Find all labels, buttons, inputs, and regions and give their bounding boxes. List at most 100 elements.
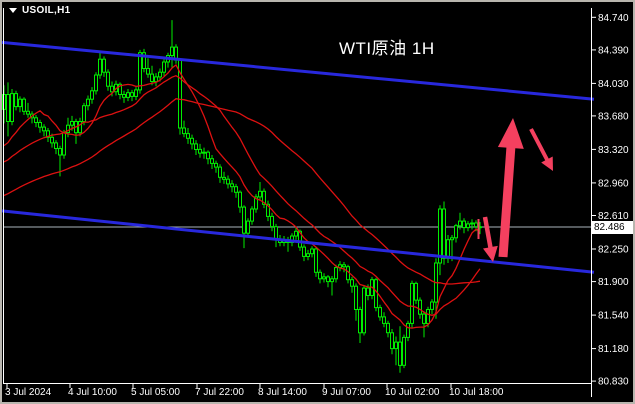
- candle-body: [310, 248, 314, 255]
- current-price-badge: 82.486: [592, 221, 635, 234]
- candle-body: [218, 166, 222, 178]
- moving-average-line: [3, 98, 481, 285]
- price-axis-label: 83.680: [598, 111, 629, 122]
- candle-body: [458, 220, 462, 227]
- candle-body: [154, 76, 158, 83]
- candle-body: [350, 279, 354, 287]
- candle-body: [150, 73, 154, 82]
- price-axis-label: 80.830: [598, 377, 629, 388]
- candle-body: [26, 110, 30, 115]
- candle-body: [418, 299, 422, 315]
- price-axis-label: 84.390: [598, 45, 629, 56]
- candle-body: [206, 151, 210, 160]
- trend-channel-upper[interactable]: [1, 40, 595, 101]
- small-down-arrow[interactable]: [482, 216, 498, 262]
- price-axis-label: 81.540: [598, 311, 629, 322]
- diagonal-down-arrow[interactable]: [529, 128, 553, 171]
- candle-body: [318, 271, 322, 280]
- chart-title: WTI原油 1H: [339, 39, 435, 58]
- trend-channel-lower[interactable]: [1, 209, 595, 274]
- candle-body: [106, 71, 110, 87]
- candle-body: [90, 90, 94, 100]
- price-axis-label: 82.610: [598, 211, 629, 222]
- candle-body: [238, 191, 242, 208]
- candle-body: [290, 235, 294, 243]
- candle-body: [94, 74, 98, 92]
- candle-body: [182, 127, 186, 135]
- candle-body: [354, 285, 358, 311]
- candle-body: [38, 122, 42, 128]
- candle-body: [82, 105, 86, 122]
- candle-body: [454, 225, 458, 239]
- price-axis-label: 81.180: [598, 344, 629, 355]
- candle-body: [374, 279, 378, 309]
- candle-body: [422, 313, 426, 324]
- candle-body: [78, 121, 82, 134]
- candle-body: [142, 52, 146, 70]
- time-axis-label: 3 Jul 2024: [5, 387, 52, 398]
- candle-body: [302, 246, 306, 257]
- candle-body: [262, 190, 266, 205]
- candle-body: [410, 282, 414, 324]
- candle-body: [130, 92, 134, 97]
- big-up-arrow[interactable]: [497, 118, 524, 258]
- candle-body: [246, 220, 250, 234]
- candle-body: [258, 190, 262, 198]
- candle-body: [170, 46, 174, 56]
- time-axis-label: 8 Jul 14:00: [258, 387, 307, 398]
- candle-body: [322, 276, 326, 280]
- candle-body: [46, 130, 50, 138]
- candle-body: [366, 287, 370, 297]
- candle-body: [450, 237, 454, 241]
- candle-body: [466, 223, 470, 229]
- candle-body: [138, 52, 142, 91]
- candle-body: [334, 267, 338, 280]
- candle-body: [474, 222, 478, 228]
- price-axis-label: 82.250: [598, 245, 629, 256]
- candle-body: [202, 151, 206, 154]
- candle-body: [242, 206, 246, 234]
- candle-body: [50, 136, 54, 144]
- candle-body: [250, 208, 254, 222]
- candle-body: [330, 278, 334, 283]
- candle-body: [386, 322, 390, 334]
- candle-body: [118, 83, 122, 96]
- moving-average-line: [3, 64, 481, 329]
- candle-body: [326, 276, 330, 283]
- candle-body: [158, 71, 162, 78]
- candle-body: [62, 132, 66, 156]
- symbol-label: USOIL,H1: [22, 5, 71, 16]
- candle-body: [122, 94, 126, 98]
- candle-body: [442, 208, 446, 259]
- candle-body: [362, 287, 366, 334]
- candle-body: [66, 124, 70, 134]
- candle-body: [214, 162, 218, 168]
- candle-body: [394, 341, 398, 350]
- candle-body: [210, 158, 214, 164]
- candle-body: [414, 282, 418, 301]
- candle-body: [190, 137, 194, 145]
- candle-body: [438, 208, 442, 264]
- candle-body: [186, 133, 190, 139]
- candle-body: [294, 230, 298, 237]
- time-axis-label: 7 Jul 22:00: [195, 387, 244, 398]
- candle-body: [462, 220, 466, 229]
- time-axis-label: 10 Jul 18:00: [449, 387, 504, 398]
- symbol-selector[interactable]: USOIL,H1: [9, 5, 71, 16]
- candle-body: [194, 143, 198, 150]
- triangle-down-icon: [9, 8, 17, 13]
- candle-body: [234, 186, 238, 193]
- time-axis-label: 9 Jul 07:00: [322, 387, 371, 398]
- candle-body: [54, 142, 58, 149]
- candle-body: [390, 332, 394, 350]
- candle-body: [306, 253, 310, 257]
- candle-body: [230, 183, 234, 188]
- candle-body: [22, 98, 26, 112]
- price-axis-label: 84.030: [598, 79, 629, 90]
- candle-body: [134, 89, 138, 97]
- candle-body: [382, 316, 386, 324]
- candle-body: [6, 94, 10, 122]
- time-axis-label: 10 Jul 02:00: [385, 387, 440, 398]
